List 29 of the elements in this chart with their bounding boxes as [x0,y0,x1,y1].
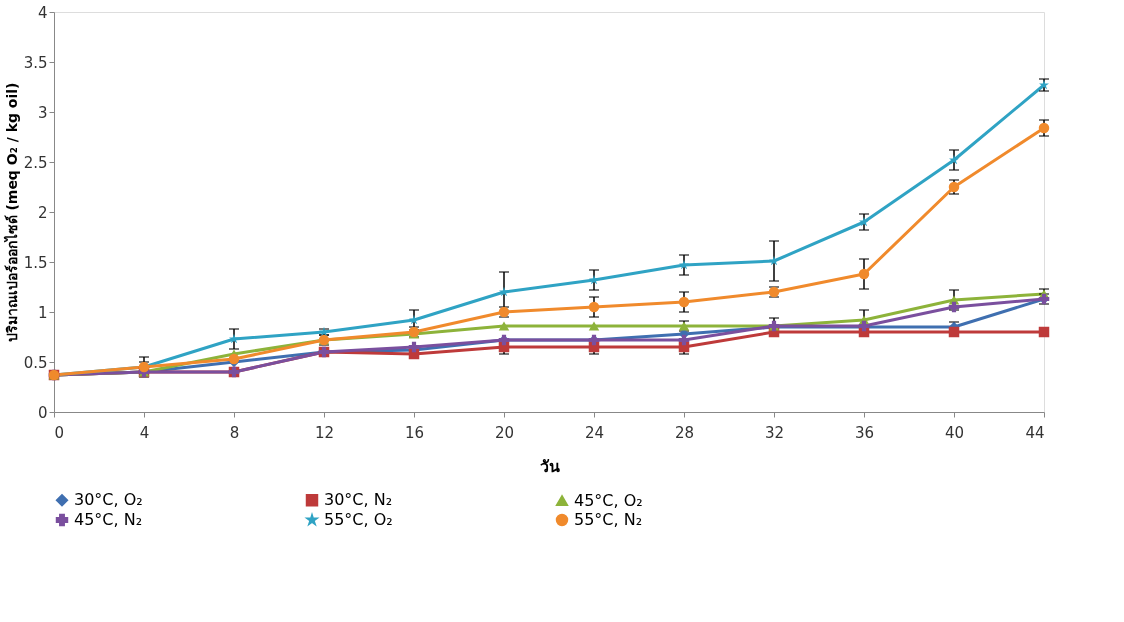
legend-label: 30°C, N₂ [324,490,393,510]
legend-label: 55°C, N₂ [574,510,643,529]
x-axis-title: วัน [539,456,560,476]
legend-label: 55°C, O₂ [324,510,393,529]
y-tick-label: 3.5 [23,53,48,72]
x-tick-label: 16 [404,423,425,442]
y-tick-label: 0 [37,403,48,422]
y-tick-label: 2.5 [23,153,48,172]
legend-label: 45°C, O₂ [574,490,643,510]
x-tick-label: 12 [314,423,335,442]
legend-label: 30°C, O₂ [74,490,143,510]
y-tick-label: 2 [37,203,48,222]
x-tick-label: 4 [139,423,150,442]
x-tick-label: 44 [1025,423,1045,442]
x-tick-label: 20 [494,423,515,442]
y-tick-label: 1 [37,303,48,322]
x-tick-label: 28 [674,423,695,442]
y-tick-label: 0.5 [23,353,48,372]
x-tick-label: 40 [944,423,965,442]
y-axis-title: ปริมาณเปอร์ออกไซด์ (meq O₂ / kg oil) [2,82,20,343]
y-tick-label: 4 [37,3,48,22]
x-tick-label: 36 [854,423,875,442]
x-tick-label: 8 [229,423,240,442]
y-tick-label: 1.5 [23,253,48,272]
legend-label: 45°C, N₂ [74,510,143,529]
x-tick-label: 0 [54,423,65,442]
x-tick-label: 32 [764,423,785,442]
y-tick-label: 3 [37,103,48,122]
x-tick-label: 24 [584,423,605,442]
